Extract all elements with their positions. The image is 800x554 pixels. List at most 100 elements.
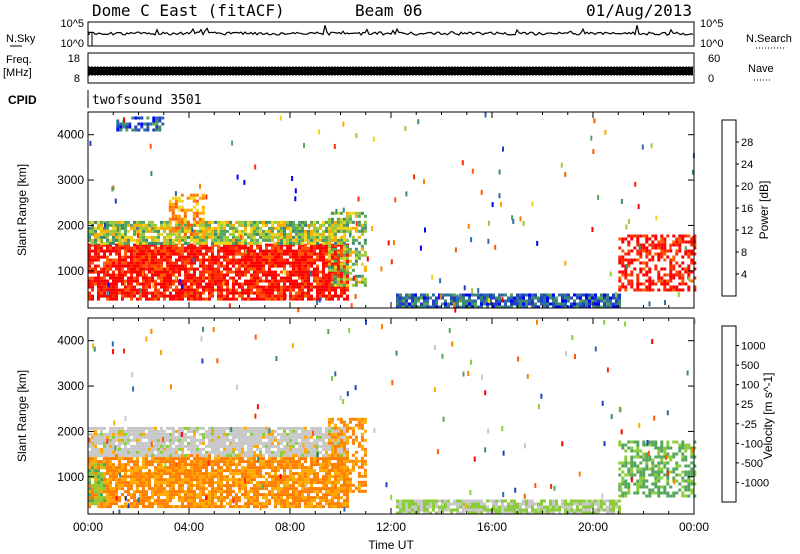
range-gate-cell [322, 505, 325, 509]
range-gate-cell [322, 252, 325, 256]
range-gate-cell [259, 270, 262, 274]
range-gate-cell [573, 302, 576, 306]
range-gate-cell [334, 478, 337, 482]
range-gate-cell [109, 460, 112, 464]
range-gate-cell [190, 447, 193, 451]
range-gate-cell [106, 297, 109, 301]
range-gate-cell [672, 243, 676, 247]
range-gate-cell [145, 264, 148, 268]
range-gate-cell [199, 472, 202, 476]
range-gate-cell [304, 478, 307, 482]
range-gate-cell [399, 305, 402, 309]
range-gate-cell [621, 261, 625, 265]
range-gate-cell [265, 288, 268, 292]
range-gate-cell [265, 466, 268, 470]
range-gate-cell [283, 261, 286, 265]
range-gate-cell [211, 282, 214, 286]
range-gate-cell [127, 450, 130, 454]
range-gate-cell [277, 229, 280, 233]
range-gate-cell [334, 249, 337, 253]
range-gate-cell [94, 220, 97, 224]
range-gate-cell [256, 276, 259, 280]
range-gate-cell [121, 438, 124, 442]
range-gate-cell [202, 229, 205, 233]
range-gate-cell [145, 279, 148, 283]
range-gate-cell [171, 217, 175, 221]
range-gate-cell [187, 447, 190, 451]
range-gate-cell [123, 117, 125, 123]
range-gate-cell [337, 243, 340, 247]
range-gate-cell [462, 302, 465, 306]
range-gate-cell [121, 255, 124, 259]
range-gate-cell [271, 238, 274, 242]
range-gate-cell [313, 279, 316, 283]
range-gate-cell [187, 481, 190, 485]
range-gate-cell [307, 499, 310, 503]
range-gate-cell [292, 478, 295, 482]
range-gate-cell [256, 496, 259, 500]
range-gate-cell [250, 229, 253, 233]
range-gate-cell [672, 264, 676, 268]
range-gate-cell [214, 457, 217, 461]
range-gate-cell [217, 261, 220, 265]
range-gate-cell [277, 282, 280, 286]
range-gate-cell [271, 270, 274, 274]
range-gate-cell [336, 250, 340, 254]
range-gate-cell [118, 220, 121, 224]
range-gate-cell [154, 243, 157, 247]
range-gate-cell [193, 499, 196, 503]
range-gate-cell [333, 229, 337, 233]
range-gate-cell [325, 502, 328, 506]
range-gate-cell [115, 261, 118, 265]
range-gate-cell [301, 279, 304, 283]
range-gate-cell [304, 496, 307, 500]
range-gate-cell [331, 502, 334, 506]
range-gate-cell [561, 302, 564, 306]
range-gate-cell [355, 133, 358, 139]
range-gate-cell [177, 226, 181, 230]
range-gate-cell [193, 273, 196, 277]
range-gate-cell [145, 223, 148, 227]
range-gate-cell [205, 469, 208, 473]
range-gate-cell [313, 285, 316, 289]
range-gate-cell [118, 235, 121, 239]
range-gate-cell [325, 469, 328, 473]
range-gate-cell [639, 288, 643, 292]
range-gate-cell [118, 261, 121, 265]
range-gate-cell [354, 277, 358, 281]
range-gate-cell [687, 273, 691, 277]
range-gate-cell [342, 217, 346, 221]
range-gate-cell [241, 481, 244, 485]
range-gate-cell [211, 241, 214, 245]
range-gate-cell [238, 460, 241, 464]
range-gate-cell [199, 484, 202, 488]
range-gate-cell [325, 466, 328, 470]
range-gate-cell [190, 249, 193, 253]
range-gate-cell [91, 232, 94, 236]
range-gate-cell [463, 285, 466, 291]
range-gate-cell [256, 282, 259, 286]
range-gate-cell [178, 463, 181, 467]
range-gate-cell [648, 258, 652, 262]
range-gate-cell [618, 293, 621, 297]
range-gate-cell [328, 475, 331, 479]
range-gate-cell [322, 496, 325, 500]
range-gate-cell [187, 453, 190, 457]
range-gate-cell [151, 267, 154, 271]
range-gate-cell [513, 299, 516, 303]
range-gate-cell [454, 247, 457, 253]
range-gate-cell [339, 268, 343, 272]
range-gate-cell [133, 463, 136, 467]
range-gate-cell [570, 305, 573, 309]
range-gate-cell [124, 463, 127, 467]
range-gate-cell [103, 226, 106, 230]
range-gate-cell [289, 243, 292, 247]
range-gate-cell [636, 252, 640, 256]
range-gate-cell [166, 273, 169, 277]
range-gate-cell [271, 246, 274, 250]
range-gate-cell [163, 246, 166, 250]
range-gate-cell [247, 457, 250, 461]
range-gate-cell [277, 297, 280, 301]
range-gate-cell [214, 220, 217, 224]
range-gate-cell [579, 299, 582, 303]
